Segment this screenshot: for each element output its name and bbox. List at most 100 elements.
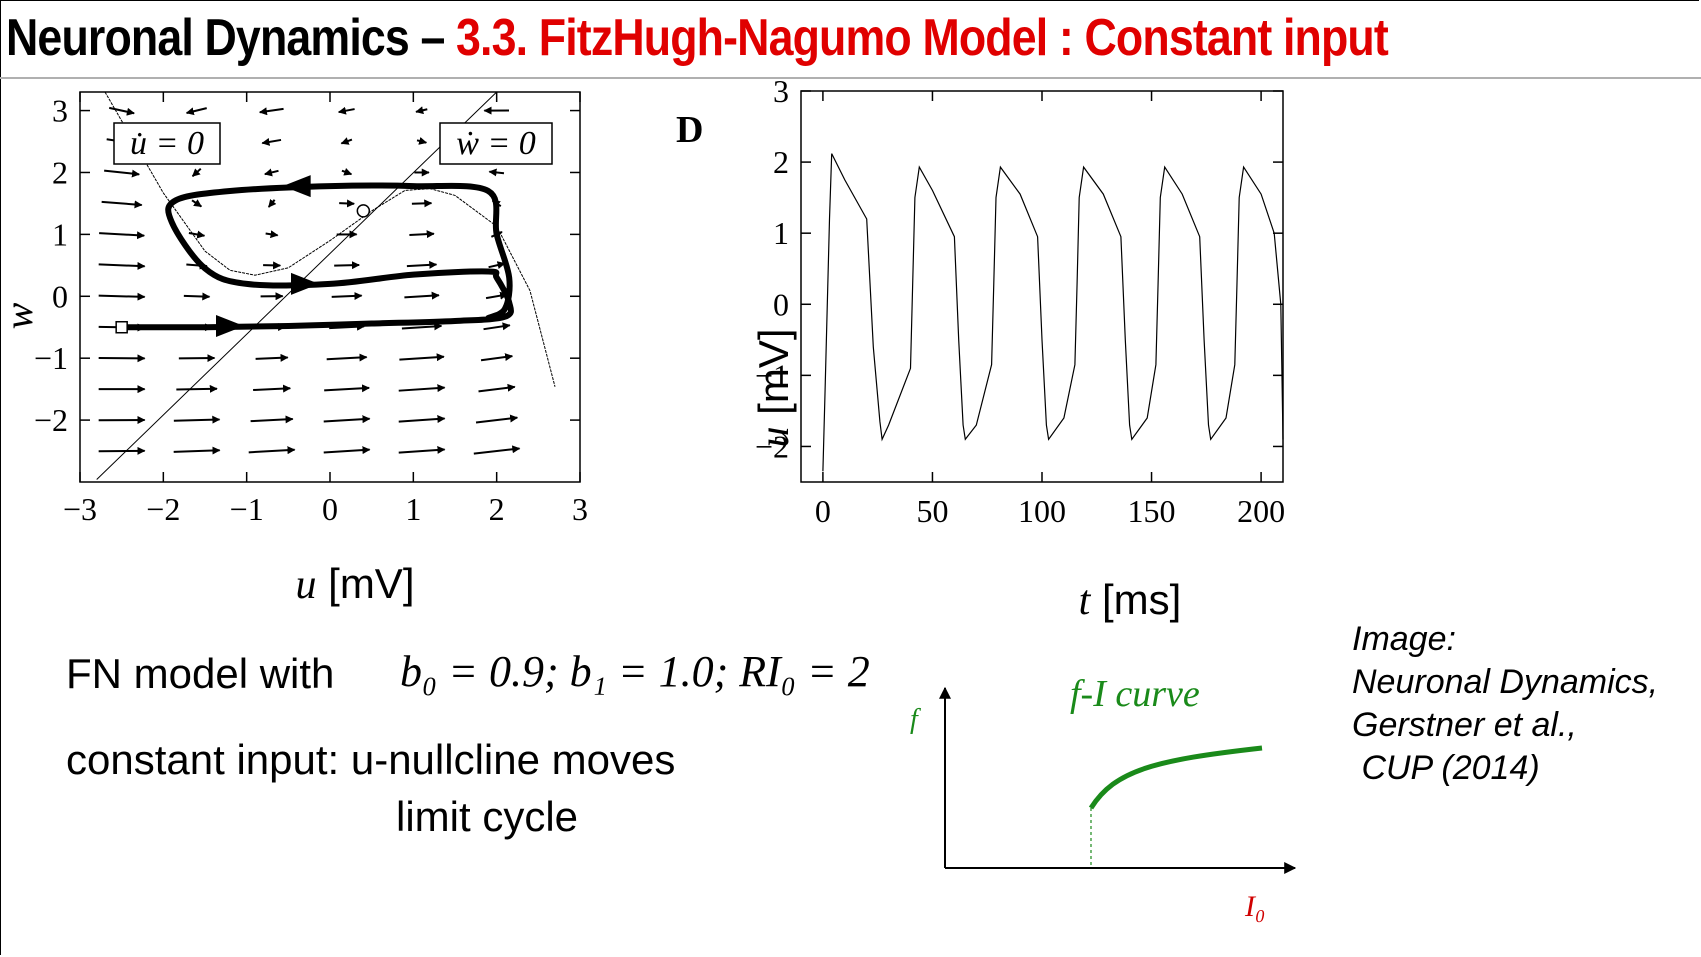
vector-field-arrow: [406, 260, 438, 269]
fi-ylabel: f: [910, 704, 921, 735]
vector-field-arrow: [101, 200, 143, 209]
vector-field-arrow: [480, 353, 514, 362]
vector-field-arrow: [415, 106, 428, 115]
xtick-label: 0: [322, 491, 338, 527]
ytick-label: 1: [52, 216, 68, 252]
vector-field-arrow: [98, 261, 146, 270]
vector-field-arrow: [475, 414, 519, 424]
voltage-trace-ytick-labels: 3 2 1 0 −1 −2: [755, 73, 789, 464]
ytick-label: −2: [755, 428, 789, 464]
fixed-point-marker: [356, 204, 371, 218]
xtick-label: 1: [405, 491, 421, 527]
vector-field-arrow: [483, 322, 511, 331]
ytick-label: 3: [773, 73, 789, 109]
title-main: Neuronal Dynamics –: [6, 9, 457, 67]
vector-field-arrow: [399, 353, 445, 362]
phase-plane-ylabel: w: [0, 302, 41, 329]
vector-field-arrow: [248, 446, 296, 455]
vector-field-arrow: [473, 445, 521, 455]
voltage-trace-ylabel: u [mV]: [750, 328, 798, 447]
text-line-3: limit cycle: [396, 793, 579, 840]
vector-field-arrow: [258, 107, 284, 116]
xtick-label: 200: [1237, 493, 1285, 529]
ytick-label: 0: [52, 278, 68, 314]
vector-field-arrow: [261, 137, 282, 146]
u-nullcline: [104, 91, 556, 387]
vector-field-arrow: [99, 231, 146, 240]
voltage-trace-line: [822, 153, 1284, 472]
ytick-label: −2: [34, 402, 68, 438]
xtick-label: 2: [489, 491, 505, 527]
u-nullcline-label-box: u̇ = 0: [113, 122, 221, 165]
xtick-label: −2: [146, 491, 180, 527]
voltage-trace-ticks: [801, 90, 1283, 482]
ytick-label: −1: [34, 340, 68, 376]
vector-field-arrow: [341, 167, 353, 176]
vector-field-arrow: [337, 106, 355, 115]
vector-field-arrow: [104, 169, 140, 178]
vector-field-arrow: [267, 198, 277, 208]
text-line-1: FN model with: [66, 650, 335, 697]
vector-field-arrow: [331, 291, 363, 300]
initial-condition-marker: [115, 320, 128, 334]
vector-field-arrow: [398, 445, 446, 454]
vector-field-arrow: [488, 168, 505, 177]
trajectory-arrowhead: [216, 315, 244, 337]
w-nullcline-label: ẇ = 0: [456, 125, 536, 162]
phase-plane-xtick-labels: −3 −2 −1 0 1 2 3: [63, 491, 588, 527]
vector-field-arrow: [265, 230, 279, 239]
ytick-label: 2: [773, 144, 789, 180]
ytick-label: 1: [773, 215, 789, 251]
xtick-label: −3: [63, 491, 97, 527]
voltage-trace-xtick-labels: 0 50 100 150 200: [815, 493, 1285, 529]
trajectory-arrowheads: [216, 175, 319, 337]
vector-field-arrow: [326, 353, 368, 362]
trajectory-arrowhead: [291, 272, 319, 295]
u-nullcline-label: u̇ = 0: [130, 125, 204, 162]
trajectory-limit-cycle: [118, 182, 514, 331]
vector-field-arrow: [191, 199, 202, 208]
text-line-2: constant input: u-nullcline moves: [66, 736, 676, 783]
vector-field-arrow: [488, 261, 506, 269]
vector-field-arrow: [185, 107, 207, 116]
vector-field-arrow: [264, 168, 279, 177]
fi-curve-title: f-I curve: [1070, 673, 1200, 715]
vector-field-arrow: [173, 415, 221, 424]
vector-field-arrow: [183, 292, 211, 301]
phase-plane-ticks: [79, 92, 581, 482]
xtick-label: 150: [1128, 493, 1176, 529]
vector-field-arrow: [404, 291, 440, 300]
fi-curve-line: [1088, 745, 1263, 810]
vector-field-arrow: [334, 261, 360, 270]
vector-field-arrow: [398, 384, 446, 393]
fi-xlabel: I₀: [1244, 890, 1265, 923]
xtick-label: 100: [1018, 493, 1066, 529]
title-divider: [0, 77, 1701, 79]
vector-field-arrow: [253, 384, 292, 393]
xtick-label: 50: [916, 493, 948, 529]
trajectory-arrowhead: [282, 175, 311, 198]
vector-field-arrow: [188, 230, 206, 239]
w-nullcline-label-box: ẇ = 0: [439, 122, 553, 165]
vector-field-arrow: [409, 230, 435, 239]
vector-field-arrow: [416, 137, 428, 145]
ytick-label: −1: [755, 357, 789, 393]
image-credit: Image: Neuronal Dynamics, Gerstner et al…: [1352, 620, 1659, 787]
vector-field-arrow: [339, 199, 355, 208]
vector-field-arrow: [411, 199, 433, 208]
vector-field-arrow: [98, 292, 146, 301]
vector-field-arrow: [340, 137, 353, 145]
vector-field-arrow: [324, 384, 370, 393]
voltage-trace-figure: D 0 50 100 150 200 3 2 1 0 −1 −2 t [ms] u [mV]: [676, 73, 1285, 624]
phase-plane-xlabel: u [mV]: [295, 560, 414, 608]
ytick-label: 2: [52, 154, 68, 190]
parameter-equation: b₀ = 0.9; b₁ = 1.0; RI₀ = 2: [400, 647, 870, 696]
voltage-trace-xlabel: t [ms]: [1079, 576, 1182, 624]
vector-field-arrow: [250, 415, 294, 424]
ytick-label: 0: [773, 286, 789, 322]
vector-field-arrow: [191, 167, 202, 178]
title-section: 3.3. FitzHugh-Nagumo Model : Constant in…: [456, 9, 1389, 67]
vector-field-arrow: [255, 353, 289, 362]
